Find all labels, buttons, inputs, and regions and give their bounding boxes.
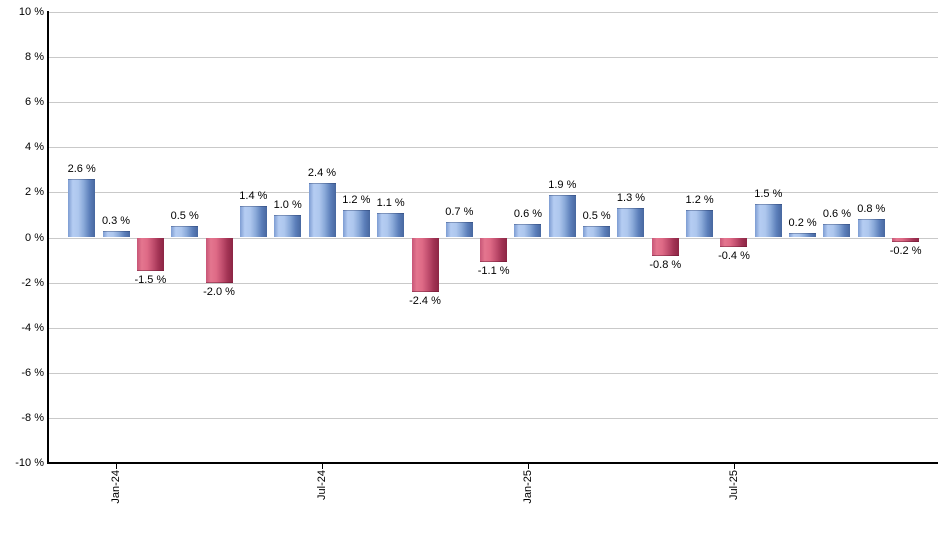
y-axis-tick-label: -8 % [21,411,44,424]
x-axis-tick [322,464,323,469]
y-axis-tick-label: 0 % [25,231,44,244]
bar-negative [411,237,439,292]
bar-value-label: 0.6 % [822,207,852,220]
bar-positive [514,223,542,238]
gridline [49,102,938,103]
bar-positive [548,194,576,238]
bar-value-label: 0.2 % [788,216,817,229]
bar-value-label: 0.5 % [170,210,199,223]
bar-negative [892,237,920,242]
bar-value-label: 1.2 % [342,194,371,207]
y-axis-tick-label: -4 % [21,321,44,334]
gridline [49,12,938,13]
bar-value-label: 2.4 % [307,167,337,180]
bar-value-label: -0.2 % [889,245,922,257]
gridline [49,373,938,374]
x-axis-tick-label: Jul-24 [316,470,328,500]
bar-value-label: 0.7 % [445,205,474,218]
bar-value-label: 1.3 % [616,192,646,205]
gridline [49,147,938,148]
gridline [49,57,938,58]
bar-positive [68,178,96,238]
bar-positive [789,232,817,238]
y-axis-tick-label: 2 % [25,186,44,199]
y-axis-tick-label: -6 % [21,366,44,379]
bar-negative [205,237,233,283]
bar-positive [308,183,336,238]
bar-negative [136,237,164,272]
bar-positive [239,205,267,238]
bar-value-label: 0.5 % [582,210,611,223]
x-axis-tick-label: Jan-24 [110,470,123,504]
bar-negative [651,237,679,256]
x-axis-tick [733,464,735,469]
bar-value-label: 2.6 % [67,162,96,175]
bar-value-label: 1.4 % [239,189,268,202]
x-axis-tick-label: Jul-25 [727,470,740,500]
bar-value-label: 1.0 % [273,198,302,211]
y-axis-tick-label: -2 % [21,276,44,289]
bar-positive [342,210,370,238]
bar-positive [857,219,885,238]
bar-negative [720,237,748,247]
bar-value-label: -0.8 % [649,258,682,271]
bar-positive [754,203,782,238]
bar-positive [686,210,714,238]
bar-positive [102,230,130,238]
y-axis-tick-label: 4 % [25,141,44,154]
bar-value-label: 1.1 % [376,196,405,209]
bar-value-label: 1.9 % [548,178,577,191]
bar-positive [617,208,645,238]
gridline [49,192,938,193]
bar-positive [445,221,473,238]
bar-value-label: 0.6 % [513,207,543,220]
bar-positive [583,226,611,238]
gridline [49,328,938,329]
bar-value-label: -1.5 % [134,274,167,287]
bar-negative [480,237,508,263]
bar-value-label: 1.5 % [754,187,783,200]
x-axis-tick [116,464,118,469]
x-axis-line [47,462,938,464]
y-axis-tick-label: 8 % [25,51,44,64]
y-axis-tick-label: 10 % [18,6,44,18]
x-axis-tick [527,464,529,469]
y-axis-tick-label: 6 % [25,96,44,109]
x-axis-tick-label: Jan-25 [521,470,534,504]
gridline [49,283,938,284]
bar-value-label: 1.2 % [685,194,714,207]
bar-positive [274,214,302,238]
y-axis-tick-label: -10 % [15,457,44,469]
bar-value-label: -2.4 % [409,294,441,307]
y-axis-line [47,11,49,464]
bar-value-label: 0.8 % [857,203,886,216]
gridline [49,418,938,419]
bar-value-label: -2.0 % [203,285,235,298]
bar-positive [171,226,199,238]
bar-value-label: -1.1 % [477,265,510,278]
bar-positive [377,212,405,238]
bar-positive [823,223,851,238]
bar-value-label: -0.4 % [718,249,750,262]
bar-value-label: 0.3 % [101,214,131,227]
